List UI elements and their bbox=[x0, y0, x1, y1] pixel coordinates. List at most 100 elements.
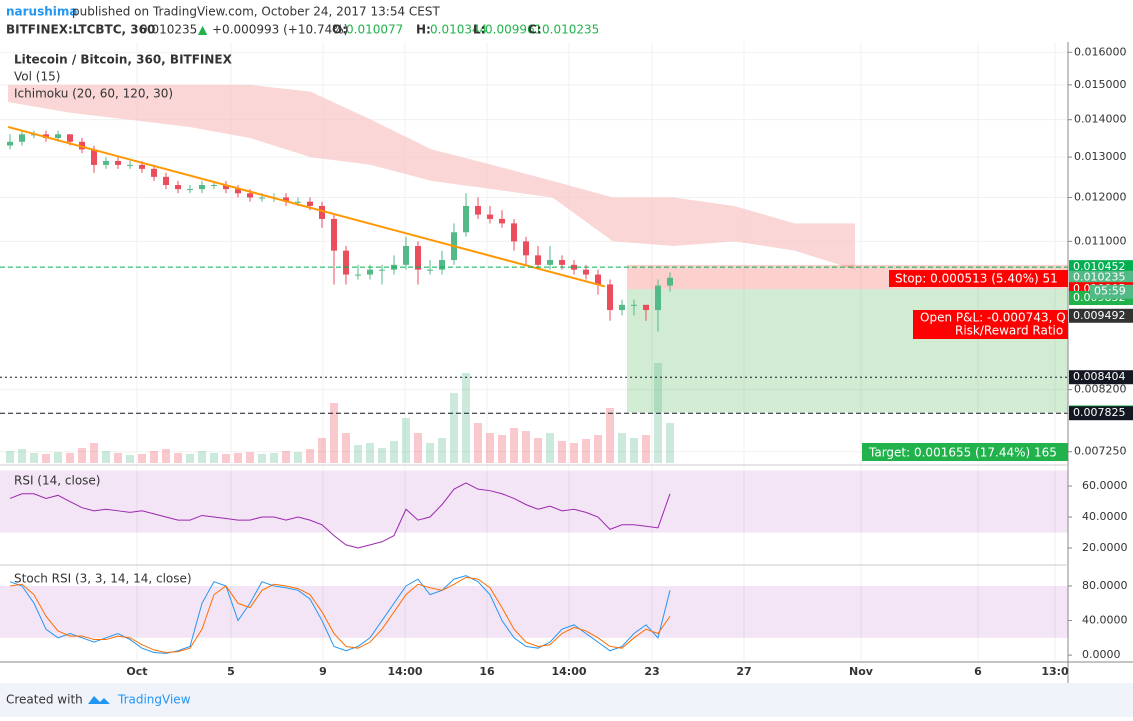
candle-body bbox=[91, 149, 97, 165]
candle-body bbox=[439, 260, 445, 270]
volume-bar bbox=[558, 441, 566, 463]
volume-bar bbox=[54, 452, 62, 463]
volume-bar bbox=[270, 453, 278, 463]
candle-body bbox=[235, 189, 241, 194]
price-label: 0.010452 bbox=[1073, 260, 1126, 273]
volume-bar bbox=[90, 443, 98, 463]
volume-bar bbox=[114, 453, 122, 463]
candle-body bbox=[319, 205, 325, 219]
volume-bar bbox=[510, 428, 518, 463]
indicator-line bbox=[9, 482, 671, 549]
volume-bar bbox=[450, 393, 458, 463]
candle-body bbox=[523, 241, 529, 256]
price-label: 0.009492 bbox=[1073, 309, 1126, 322]
chart-title: Litecoin / Bitcoin, 360, BITFINEX bbox=[14, 53, 233, 67]
candle-body bbox=[415, 245, 421, 270]
symbol: BITFINEX:LTCBTC, 360 bbox=[6, 23, 155, 37]
candle-body bbox=[247, 193, 253, 198]
candle-body bbox=[163, 176, 169, 186]
price-label-bg bbox=[1069, 370, 1133, 385]
author[interactable]: narushima bbox=[6, 5, 78, 19]
candle-body bbox=[223, 185, 229, 190]
candle-body bbox=[595, 274, 601, 285]
y-tick-label: 0.011000 bbox=[1074, 234, 1127, 247]
candle-body bbox=[619, 304, 625, 311]
candle-body bbox=[667, 277, 673, 286]
footer-brand[interactable]: TradingView bbox=[117, 693, 191, 707]
candle-body bbox=[55, 134, 61, 139]
volume-bar bbox=[126, 455, 134, 463]
rr-label: Risk/Reward Ratio bbox=[955, 324, 1063, 338]
price-label-bg bbox=[1069, 260, 1133, 275]
candle-body bbox=[19, 134, 25, 142]
stoch-title: Stoch RSI (3, 3, 14, 14, close) bbox=[14, 572, 192, 586]
volume-bar bbox=[354, 445, 362, 463]
brand-logo bbox=[88, 696, 110, 704]
candle-body bbox=[187, 189, 193, 191]
x-tick-label: 14:00 bbox=[551, 665, 586, 678]
low-value: 0.009961 bbox=[485, 23, 542, 37]
band bbox=[0, 586, 1068, 638]
y-tick-label: 40.0000 bbox=[1082, 510, 1128, 523]
x-tick-label: Nov bbox=[849, 665, 874, 678]
y-tick-label: 0.013000 bbox=[1074, 150, 1127, 163]
rsi-title: RSI (14, close) bbox=[14, 474, 100, 488]
candle-body bbox=[487, 214, 493, 219]
price-label: 0.008404 bbox=[1073, 370, 1126, 383]
candle-body bbox=[7, 141, 13, 146]
candle-body bbox=[331, 218, 337, 251]
volume-bar bbox=[66, 453, 74, 463]
volume-bar bbox=[102, 451, 110, 463]
candle-body bbox=[655, 285, 661, 311]
candle-body bbox=[547, 260, 553, 265]
candle-body bbox=[403, 245, 409, 265]
x-tick-label: 16 bbox=[479, 665, 495, 678]
candle-body bbox=[139, 164, 145, 169]
volume-bar bbox=[438, 438, 446, 463]
x-tick-label: 13:0 bbox=[1041, 665, 1069, 678]
price-label: 0.007825 bbox=[1073, 406, 1126, 419]
close-value: 0.010235 bbox=[542, 23, 599, 37]
volume-bar bbox=[42, 454, 50, 463]
candle-body bbox=[571, 264, 577, 270]
x-tick-label: 5 bbox=[227, 665, 235, 678]
volume-bar bbox=[630, 438, 638, 463]
volume-bar bbox=[330, 403, 338, 463]
volume-bar bbox=[234, 453, 242, 463]
pnl-label: Open P&L: -0.000743, Q bbox=[920, 311, 1066, 325]
volume-bar bbox=[342, 433, 350, 463]
last-price: 0.010235 bbox=[140, 23, 197, 37]
volume-bar bbox=[522, 431, 530, 463]
volume-bar bbox=[582, 439, 590, 463]
candle-body bbox=[199, 185, 205, 190]
candle-body bbox=[535, 255, 541, 265]
y-tick-label: 0.014000 bbox=[1074, 113, 1127, 126]
low-key: L: bbox=[473, 23, 485, 37]
volume-bar bbox=[210, 453, 218, 463]
volume-bar bbox=[606, 408, 614, 463]
volume-bar bbox=[162, 449, 170, 463]
indicator-line bbox=[9, 575, 671, 654]
candle-body bbox=[367, 269, 373, 275]
countdown-bg bbox=[1090, 284, 1133, 299]
y-tick-label: 0.0000 bbox=[1082, 648, 1121, 661]
close-key: C: bbox=[528, 23, 542, 37]
y-tick-label: 0.012000 bbox=[1074, 190, 1127, 203]
volume-bar bbox=[426, 443, 434, 463]
candle-body bbox=[295, 201, 301, 203]
candle-body bbox=[559, 260, 565, 265]
volume-bar bbox=[258, 454, 266, 463]
candle-body bbox=[499, 218, 505, 224]
volume-bar bbox=[282, 451, 290, 463]
up-arrow: ▲ bbox=[198, 23, 208, 37]
countdown: 05:59 bbox=[1094, 285, 1126, 298]
candle-body bbox=[427, 269, 433, 271]
y-tick-label: 80.0000 bbox=[1082, 579, 1128, 592]
candle-body bbox=[463, 205, 469, 233]
published: published on TradingView.com, October 24… bbox=[72, 5, 440, 19]
volume-bar bbox=[198, 451, 206, 463]
volume-bar bbox=[222, 454, 230, 463]
volume-bar bbox=[474, 423, 482, 463]
volume-bar bbox=[18, 449, 26, 463]
candle-body bbox=[631, 304, 637, 306]
